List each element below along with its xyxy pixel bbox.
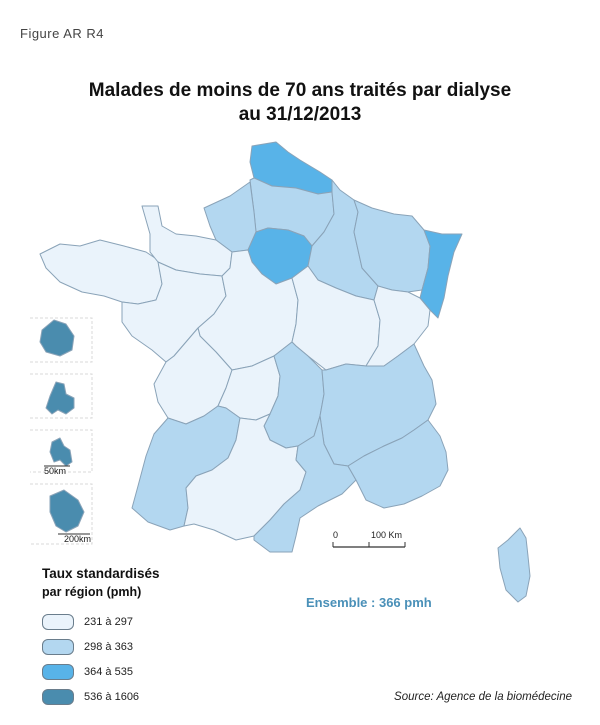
figure-label: Figure AR R4 [20,26,105,41]
inset-scale-small-label: 50km [44,466,66,476]
inset-frame-reunion [30,317,93,363]
legend-swatch [42,639,74,655]
region-guadeloupe [49,437,73,467]
inset-frame-guyane [30,483,93,545]
region-reunion [39,319,75,357]
legend-label: 298 à 363 [84,641,133,653]
inset-scale-large-label: 200km [64,534,91,544]
region-corse [497,527,531,603]
legend-swatch [42,614,74,630]
legend-title: Taux standardisés [42,566,160,581]
legend-label: 231 à 297 [84,616,133,628]
region-bretagne [39,239,163,305]
legend-item: 536 à 1606 [42,687,139,707]
region-paca [347,419,449,509]
region-franche-comte [365,285,431,367]
region-languedoc-roussillon [253,415,357,553]
inset-frame-guadeloupe [30,429,93,473]
map-title: Malades de moins de 70 ans traités par d… [88,80,512,101]
scale-bar: 0 100 Km [332,530,406,548]
inset-scale-small: 50km [44,465,70,476]
legend-item: 298 à 363 [42,637,133,657]
inset-frame-martinique [30,373,93,419]
legend-swatch [42,664,74,680]
region-martinique [45,381,75,415]
legend-label: 364 à 535 [84,666,133,678]
legend-swatch [42,689,74,705]
legend-item: 364 à 535 [42,662,133,682]
overall-rate: Ensemble : 366 pmh [306,595,432,610]
legend-item: 231 à 297 [42,612,133,632]
inset-scale-large: 200km [58,533,91,544]
region-alsace [419,229,463,319]
legend-label: 536 à 1606 [84,691,140,703]
source-note: Source: Agence de la biomédecine [394,691,572,703]
region-guyane [49,489,85,533]
map-title-date: au 31/12/2013 [238,104,362,125]
scale-bar-max: 100 Km [371,530,402,540]
scale-bar-zero: 0 [333,530,338,540]
legend-subtitle: par région (pmh) [42,585,142,599]
